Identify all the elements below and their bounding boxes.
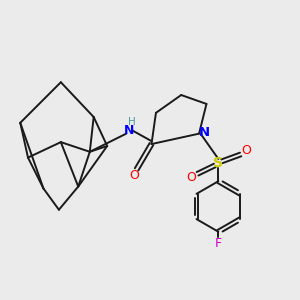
Text: H: H [128, 117, 135, 128]
Text: S: S [213, 156, 224, 170]
Text: O: O [129, 169, 139, 182]
Text: O: O [242, 144, 251, 158]
Text: N: N [124, 124, 134, 137]
Text: F: F [215, 236, 222, 250]
Text: O: O [187, 171, 196, 184]
Text: N: N [199, 126, 210, 139]
